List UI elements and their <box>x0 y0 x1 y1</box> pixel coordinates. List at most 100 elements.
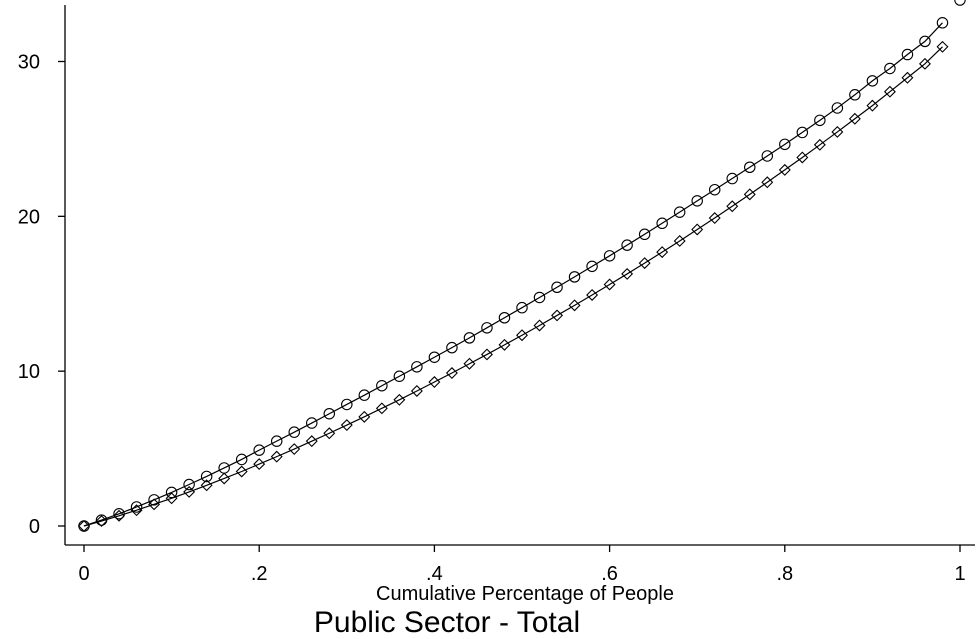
data-point <box>323 407 336 420</box>
data-point <box>796 151 809 164</box>
data-point <box>358 410 371 423</box>
data-point <box>375 402 388 415</box>
x-axis-title: Cumulative Percentage of People <box>376 583 674 605</box>
data-point <box>954 0 966 6</box>
data-point <box>586 289 599 301</box>
series-line <box>83 46 943 527</box>
data-point <box>340 419 353 432</box>
x-tick-label: .8 <box>776 563 793 585</box>
data-point <box>761 176 774 189</box>
data-point <box>533 291 546 304</box>
data-point <box>305 435 318 448</box>
x-tick-label: 1 <box>954 563 965 585</box>
data-point <box>183 478 195 491</box>
data-point <box>130 504 143 517</box>
data-point <box>656 246 669 259</box>
axes: 0 10 20 30 0 .2 .4 .6 .8 1 <box>18 5 975 585</box>
series-layer <box>78 0 966 532</box>
data-point <box>603 250 616 262</box>
data-point <box>183 485 196 498</box>
data-point <box>288 426 300 438</box>
data-point <box>744 161 756 174</box>
data-point <box>901 71 914 84</box>
series-line <box>83 22 943 527</box>
series-1 <box>78 0 966 532</box>
data-point <box>638 228 651 241</box>
x-tick-label: 0 <box>78 563 89 585</box>
data-point <box>901 48 914 61</box>
x-tick-label: .2 <box>251 563 268 585</box>
x-tick-label: .6 <box>601 563 618 585</box>
data-point <box>726 172 738 185</box>
data-point <box>866 75 879 87</box>
data-point <box>708 183 721 196</box>
data-point <box>831 102 844 114</box>
data-point <box>551 309 564 322</box>
chart-title: Public Sector - Total <box>314 606 580 639</box>
data-point <box>113 509 126 522</box>
data-point <box>95 514 108 526</box>
data-point <box>568 271 581 283</box>
data-point <box>445 367 458 380</box>
data-point <box>603 278 616 291</box>
data-point <box>393 393 406 406</box>
y-tick-label: 20 <box>18 206 40 228</box>
data-point <box>463 332 476 344</box>
data-point <box>165 486 178 499</box>
data-point <box>848 112 861 125</box>
data-point <box>410 385 423 397</box>
data-point <box>814 114 826 127</box>
data-point <box>813 138 826 151</box>
data-point <box>253 444 265 456</box>
data-point <box>200 479 213 492</box>
data-point <box>691 195 703 207</box>
data-point <box>551 281 563 293</box>
data-point <box>673 206 686 218</box>
data-point <box>463 357 476 370</box>
data-point <box>516 329 528 342</box>
data-point <box>306 417 318 429</box>
data-point <box>936 40 949 53</box>
data-point <box>235 453 248 466</box>
data-point <box>708 212 721 225</box>
data-point <box>341 398 353 411</box>
y-tick-label: 0 <box>29 516 40 538</box>
data-point <box>883 85 896 98</box>
y-tick-label: 30 <box>18 52 40 74</box>
data-point <box>761 150 774 162</box>
data-point <box>498 338 511 351</box>
data-point <box>638 257 651 270</box>
data-point <box>288 443 301 456</box>
data-point <box>849 89 861 101</box>
data-point <box>919 35 931 48</box>
data-point <box>673 234 686 247</box>
data-point <box>621 239 633 251</box>
data-point <box>376 379 388 392</box>
data-point <box>235 465 248 478</box>
data-point <box>726 200 739 213</box>
data-point <box>533 319 546 332</box>
data-point <box>130 501 143 513</box>
data-point <box>411 361 423 373</box>
data-point <box>796 126 809 139</box>
data-point <box>253 458 266 471</box>
data-point <box>270 450 283 463</box>
data-point <box>866 99 879 112</box>
data-point <box>778 163 791 176</box>
data-point <box>323 427 336 440</box>
data-point <box>936 17 949 29</box>
data-point <box>393 370 406 383</box>
data-point <box>270 435 283 447</box>
data-point <box>446 341 458 354</box>
data-point <box>428 376 441 388</box>
y-tick-label: 10 <box>18 361 40 383</box>
data-point <box>884 62 896 75</box>
data-point <box>743 188 756 201</box>
data-point <box>779 138 791 151</box>
data-point <box>831 125 844 138</box>
data-point <box>621 267 634 280</box>
data-point <box>95 515 108 528</box>
data-point <box>358 389 371 401</box>
data-point <box>568 299 581 312</box>
